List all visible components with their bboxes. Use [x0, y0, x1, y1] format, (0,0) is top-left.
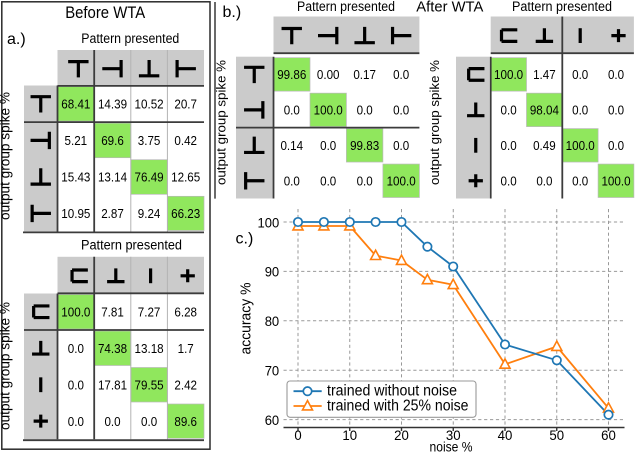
- svg-text:66.23: 66.23: [171, 206, 200, 221]
- svg-text:89.6: 89.6: [174, 414, 197, 429]
- svg-text:20.7: 20.7: [174, 96, 197, 111]
- svg-text:79.55: 79.55: [135, 377, 164, 392]
- svg-text:2.87: 2.87: [101, 206, 124, 221]
- svg-text:accuracy %: accuracy %: [239, 283, 255, 355]
- svg-text:Pattern presented: Pattern presented: [512, 0, 612, 15]
- svg-text:b.): b.): [223, 4, 242, 21]
- svg-text:noise %: noise %: [430, 440, 473, 454]
- svg-text:13.14: 13.14: [98, 170, 127, 185]
- svg-text:7.81: 7.81: [101, 304, 124, 319]
- svg-text:30: 30: [446, 428, 461, 443]
- svg-text:0.0: 0.0: [284, 173, 300, 188]
- svg-text:0.0: 0.0: [501, 173, 517, 188]
- svg-text:output group spike %: output group spike %: [0, 92, 13, 220]
- svg-text:a.): a.): [7, 31, 26, 48]
- svg-text:13.18: 13.18: [135, 341, 164, 356]
- svg-text:0.0: 0.0: [393, 102, 409, 117]
- svg-text:Pattern presented: Pattern presented: [81, 237, 182, 253]
- svg-text:60: 60: [601, 428, 616, 443]
- svg-text:60: 60: [265, 412, 280, 428]
- svg-text:7.27: 7.27: [138, 304, 161, 319]
- svg-text:0.00: 0.00: [317, 67, 340, 82]
- svg-text:10.95: 10.95: [61, 206, 90, 221]
- svg-text:20: 20: [394, 428, 409, 443]
- svg-text:0.0: 0.0: [68, 377, 84, 392]
- svg-text:100.0: 100.0: [601, 173, 630, 188]
- svg-text:0.0: 0.0: [608, 102, 624, 117]
- svg-text:99.86: 99.86: [277, 67, 306, 82]
- svg-text:0.0: 0.0: [68, 341, 84, 356]
- svg-text:68.41: 68.41: [61, 96, 90, 111]
- svg-text:14.39: 14.39: [98, 96, 127, 111]
- svg-text:76.49: 76.49: [135, 170, 164, 185]
- svg-text:output group spike %: output group spike %: [427, 60, 442, 185]
- svg-text:0.49: 0.49: [533, 138, 556, 153]
- svg-text:100.0: 100.0: [387, 173, 416, 188]
- svg-text:0.0: 0.0: [536, 173, 552, 188]
- svg-text:0.0: 0.0: [320, 138, 336, 153]
- svg-text:0.0: 0.0: [357, 102, 373, 117]
- svg-text:0.0: 0.0: [608, 138, 624, 153]
- svg-text:trained with 25% noise: trained with 25% noise: [327, 397, 469, 414]
- svg-text:40: 40: [498, 428, 513, 443]
- svg-text:99.83: 99.83: [350, 138, 379, 153]
- svg-text:74.38: 74.38: [98, 341, 127, 356]
- svg-text:0.0: 0.0: [501, 138, 517, 153]
- svg-text:0.0: 0.0: [141, 414, 157, 429]
- svg-text:80: 80: [265, 313, 280, 329]
- svg-text:70: 70: [265, 363, 280, 379]
- svg-text:100: 100: [258, 214, 280, 230]
- svg-text:9.24: 9.24: [138, 206, 161, 221]
- svg-text:0.0: 0.0: [68, 414, 84, 429]
- svg-text:5.21: 5.21: [65, 133, 88, 148]
- svg-text:0.0: 0.0: [393, 138, 409, 153]
- svg-text:Before WTA: Before WTA: [65, 3, 146, 22]
- svg-text:0.14: 0.14: [280, 138, 303, 153]
- svg-text:output group spike %: output group spike %: [0, 302, 13, 430]
- svg-text:c.): c.): [236, 231, 254, 248]
- svg-text:100.0: 100.0: [566, 138, 595, 153]
- svg-text:0.0: 0.0: [572, 67, 588, 82]
- svg-text:1.7: 1.7: [178, 341, 194, 356]
- svg-text:output group spike %: output group spike %: [214, 60, 229, 185]
- svg-text:98.04: 98.04: [530, 102, 559, 117]
- svg-text:100.0: 100.0: [314, 102, 343, 117]
- svg-text:50: 50: [549, 428, 564, 443]
- svg-text:17.81: 17.81: [98, 377, 127, 392]
- svg-text:90: 90: [265, 264, 280, 280]
- svg-text:6.28: 6.28: [174, 304, 197, 319]
- svg-text:After WTA: After WTA: [416, 0, 483, 15]
- svg-text:0.0: 0.0: [357, 173, 373, 188]
- svg-text:Pattern presented: Pattern presented: [297, 0, 395, 15]
- svg-text:0.0: 0.0: [320, 173, 336, 188]
- svg-text:0.0: 0.0: [501, 102, 517, 117]
- svg-text:3.75: 3.75: [138, 133, 161, 148]
- svg-text:0.0: 0.0: [608, 67, 624, 82]
- svg-text:100.0: 100.0: [494, 67, 523, 82]
- svg-text:0.17: 0.17: [353, 67, 376, 82]
- svg-text:12.65: 12.65: [171, 170, 200, 185]
- svg-text:0: 0: [294, 428, 302, 443]
- svg-text:15.43: 15.43: [61, 170, 90, 185]
- svg-text:0.0: 0.0: [284, 102, 300, 117]
- svg-text:2.42: 2.42: [174, 377, 197, 392]
- svg-text:69.6: 69.6: [101, 133, 124, 148]
- svg-text:10: 10: [342, 428, 357, 443]
- svg-text:trained without noise: trained without noise: [327, 383, 457, 400]
- svg-text:10.52: 10.52: [135, 96, 164, 111]
- svg-text:1.47: 1.47: [533, 67, 556, 82]
- svg-text:0.0: 0.0: [104, 414, 120, 429]
- svg-text:0.42: 0.42: [174, 133, 197, 148]
- svg-text:0.0: 0.0: [393, 67, 409, 82]
- svg-text:100.0: 100.0: [61, 304, 90, 319]
- svg-text:0.0: 0.0: [572, 173, 588, 188]
- svg-text:Pattern presented: Pattern presented: [81, 31, 179, 47]
- svg-text:0.0: 0.0: [572, 102, 588, 117]
